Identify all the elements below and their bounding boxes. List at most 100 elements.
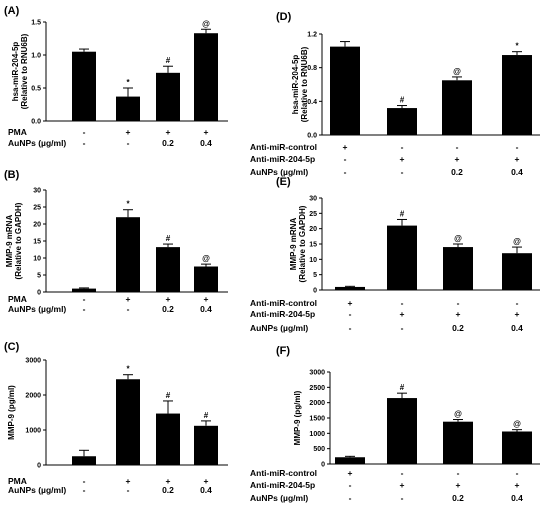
- condition-value: -: [349, 493, 352, 503]
- condition-value: 0.2: [162, 138, 174, 148]
- bar-1: [335, 286, 365, 290]
- bar-3: [156, 72, 180, 121]
- condition-value: -: [457, 468, 460, 478]
- y-axis-label: MMP-9 mRNA(Relative to GAPDH): [5, 202, 23, 279]
- y-tick-label: 3000: [309, 370, 325, 377]
- condition-label: PMA: [8, 294, 27, 304]
- condition-value: -: [83, 294, 86, 304]
- condition-value: +: [400, 309, 405, 319]
- condition-value: 0.4: [200, 485, 212, 495]
- bar-2: [387, 108, 417, 135]
- panel-label: (F): [276, 345, 290, 357]
- y-tick-label: 1000: [309, 431, 325, 438]
- bar-2: [116, 217, 140, 292]
- significance-marker-2: *: [126, 365, 130, 374]
- condition-value: -: [127, 485, 130, 495]
- condition-label: Anti-miR-control: [250, 142, 317, 152]
- condition-value: +: [166, 476, 171, 486]
- condition-value: +: [515, 480, 520, 490]
- y-tick-label: 0: [37, 463, 41, 470]
- y-axis-label: hsa-miR-204-5p(Relative to RNU6B): [291, 46, 309, 122]
- condition-value: +: [515, 154, 520, 164]
- bar-2: [387, 398, 417, 464]
- condition-value: -: [401, 323, 404, 333]
- significance-marker-2: *: [126, 200, 130, 209]
- condition-label: Anti-miR-control: [250, 298, 317, 308]
- condition-value: +: [456, 480, 461, 490]
- condition-value: +: [204, 294, 209, 304]
- y-tick-label: 5: [37, 273, 41, 280]
- significance-marker-4: #: [204, 411, 209, 420]
- bar-4: [502, 55, 532, 135]
- significance-marker-4: @: [513, 420, 521, 429]
- condition-value: 0.2: [452, 323, 464, 333]
- y-tick-label: 30: [309, 196, 317, 203]
- y-tick-label: 0.5: [31, 86, 41, 93]
- y-tick-label: 0.0: [31, 119, 41, 126]
- chart-panel-f: (F) 0 500 1000 1500 2000 2500 3000 MMP-9 (pg/ml)…: [250, 345, 540, 503]
- condition-value: -: [401, 298, 404, 308]
- condition-label: Anti-miR-control: [250, 468, 317, 478]
- chart-panel-d: (D) 0.0 0.4 0.8 1.2 hsa-miR-204-5p(Relative t…: [250, 11, 540, 177]
- y-tick-label: 1000: [25, 428, 41, 435]
- condition-label: Anti-miR-204-5p: [250, 309, 315, 319]
- y-tick-label: 2000: [25, 393, 41, 400]
- y-axis-label: hsa-miR-204-5p(Relative to RNU6B): [11, 33, 29, 109]
- panel-label: (E): [276, 176, 291, 188]
- bar-4: [502, 253, 532, 290]
- condition-value: -: [127, 138, 130, 148]
- significance-marker-3: #: [166, 56, 171, 65]
- bar-1: [335, 457, 365, 464]
- significance-marker-3: #: [166, 234, 171, 243]
- y-tick-label: 0: [321, 462, 325, 469]
- y-tick-label: 30: [33, 188, 41, 195]
- y-tick-label: 3000: [25, 358, 41, 365]
- condition-value: -: [457, 298, 460, 308]
- condition-value: 0.4: [200, 138, 212, 148]
- significance-marker-4: @: [513, 237, 521, 246]
- y-tick-label: 500: [313, 446, 325, 453]
- condition-label: Anti-miR-204-5p: [250, 480, 315, 490]
- condition-label: PMA: [8, 127, 27, 137]
- bar-4: [194, 266, 218, 292]
- condition-label: AuNPs (µg/ml): [250, 167, 308, 177]
- y-tick-label: 2500: [309, 385, 325, 392]
- condition-value: +: [348, 298, 353, 308]
- condition-value: -: [344, 167, 347, 177]
- condition-value: +: [126, 294, 131, 304]
- y-tick-label: 1.5: [31, 20, 41, 27]
- condition-value: -: [83, 485, 86, 495]
- y-tick-label: 10: [33, 256, 41, 263]
- panel-label: (A): [4, 5, 20, 17]
- condition-label: AuNPs (µg/ml): [8, 304, 66, 314]
- significance-marker-3: #: [166, 391, 171, 400]
- condition-value: -: [349, 323, 352, 333]
- significance-marker-4: *: [515, 42, 519, 51]
- bar-4: [194, 425, 218, 465]
- bar-4: [502, 431, 532, 464]
- condition-value: -: [516, 468, 519, 478]
- condition-value: 0.2: [452, 493, 464, 503]
- condition-label: PMA: [8, 476, 27, 486]
- chart-panel-b: (B) 0 5 10 15 20 25 30 MMP-9 mRNA(Relative to GA…: [4, 169, 228, 314]
- y-axis-label: MMP-9 (pg/ml): [7, 385, 16, 440]
- significance-marker-4: @: [202, 254, 210, 263]
- y-tick-label: 25: [33, 205, 41, 212]
- condition-value: -: [401, 167, 404, 177]
- condition-value: +: [166, 127, 171, 137]
- bar-2: [116, 96, 140, 121]
- condition-value: 0.2: [162, 485, 174, 495]
- condition-value: -: [516, 298, 519, 308]
- condition-value: +: [126, 127, 131, 137]
- significance-marker-2: #: [400, 209, 405, 218]
- y-tick-label: 20: [33, 222, 41, 229]
- y-tick-label: 25: [309, 211, 317, 218]
- bar-1: [72, 288, 96, 292]
- bar-3: [156, 413, 180, 465]
- bar-3: [156, 247, 180, 292]
- condition-value: +: [456, 309, 461, 319]
- bar-3: [442, 80, 472, 135]
- condition-value: -: [83, 138, 86, 148]
- condition-value: -: [83, 304, 86, 314]
